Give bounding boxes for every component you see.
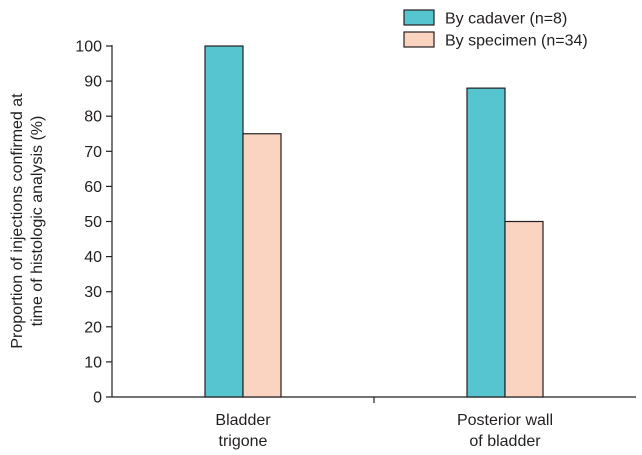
x-category-label: Bladder: [215, 412, 271, 429]
y-tick-label: 0: [93, 390, 102, 407]
y-tick-label: 30: [84, 284, 102, 301]
legend-label: By cadaver (n=8): [445, 11, 567, 28]
x-category-label: trigone: [219, 433, 268, 450]
y-tick-label: 100: [75, 39, 102, 56]
y-tick-label: 60: [84, 179, 102, 196]
bar: [504, 220, 544, 398]
y-tick-label: 20: [84, 319, 102, 336]
y-axis-title: Proportion of injections confirmed at tim…: [9, 93, 46, 349]
x-category-label: Posterior wall: [457, 412, 553, 429]
bar: [204, 45, 244, 398]
y-tick-label: 10: [84, 354, 102, 371]
y-tick-label: 80: [84, 109, 102, 126]
bar: [242, 133, 282, 398]
x-axis: Bladder trigone Posterior wall of bladder: [112, 396, 636, 450]
y-axis: 0 10 20 30 40 50 60 70 80 90 100: [75, 39, 113, 407]
y-tick-label: 40: [84, 249, 102, 266]
x-category-label: of bladder: [469, 433, 541, 450]
y-tick-label: 50: [84, 214, 102, 231]
legend: By cadaver (n=8) By specimen (n=34): [403, 9, 588, 50]
legend-label: By specimen (n=34): [445, 33, 588, 50]
y-tick-label: 90: [84, 74, 102, 91]
bars: [204, 45, 544, 398]
legend-swatch: [403, 9, 435, 26]
bar: [466, 87, 506, 398]
legend-swatch: [403, 31, 435, 48]
y-axis-title-line: time of histologic analysis (%): [29, 116, 46, 327]
y-axis-title-line: Proportion of injections confirmed at: [9, 93, 26, 349]
y-tick-label: 70: [84, 144, 102, 161]
